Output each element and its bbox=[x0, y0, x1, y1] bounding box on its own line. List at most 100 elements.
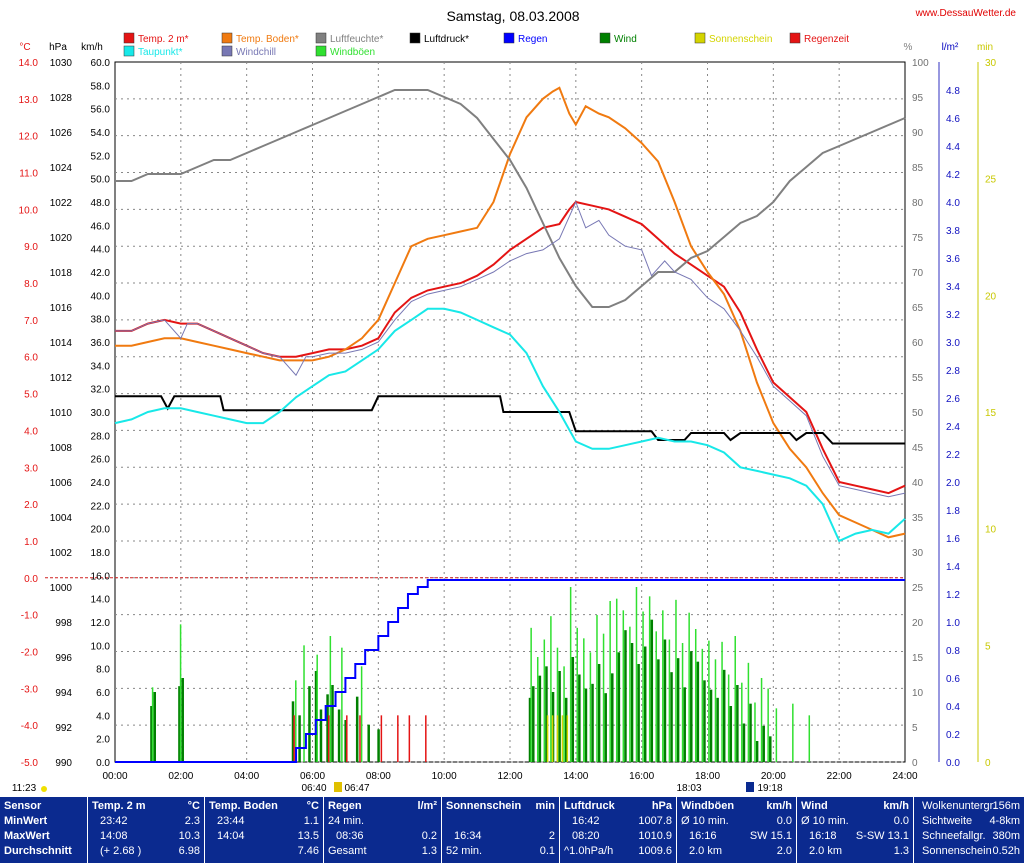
rain-tick: 0.8 bbox=[946, 646, 960, 657]
stats-col-wind: Wind km/h Ø 10 min. 0.0 16:18 S-SW 13.1 2.0… bbox=[797, 797, 914, 863]
bar-windb-en bbox=[536, 657, 539, 762]
bar-wind bbox=[584, 688, 588, 762]
stats-unit: km/h bbox=[883, 800, 909, 812]
bar-wind bbox=[597, 664, 601, 762]
bar-windb-en bbox=[662, 610, 664, 762]
stats-cell: 1.1 bbox=[303, 815, 319, 827]
stats-col-tempboden: Temp. Boden °C 23:44 1.1 14:04 13.5 7.46 bbox=[205, 797, 324, 863]
celsius-tick: 10.0 bbox=[19, 205, 39, 216]
bar-regenzeit bbox=[359, 715, 361, 762]
rain-unit: l/m² bbox=[942, 42, 959, 53]
time-tick: 22:00 bbox=[827, 771, 852, 782]
legend-label: Windböen bbox=[330, 47, 375, 58]
bar-windb-en bbox=[179, 624, 182, 762]
bar-sonnenschein bbox=[561, 715, 564, 762]
stats-cell: 156m bbox=[992, 800, 1020, 812]
hpa-tick: 1022 bbox=[50, 198, 73, 209]
bar-wind bbox=[578, 674, 581, 762]
percent-tick: 70 bbox=[912, 268, 924, 279]
percent-tick: 55 bbox=[912, 373, 924, 384]
bar-windb-en bbox=[721, 641, 723, 762]
time-tick: 12:00 bbox=[497, 771, 522, 782]
bar-wind bbox=[326, 694, 329, 762]
bar-windb-en bbox=[341, 647, 343, 762]
hpa-tick: 1012 bbox=[50, 373, 73, 384]
kmh-tick: 12.0 bbox=[91, 618, 111, 629]
hpa-tick: 1020 bbox=[50, 233, 73, 244]
stats-cell: 6.98 bbox=[178, 845, 200, 857]
rain-tick: 1.8 bbox=[946, 506, 960, 517]
stats-cell: 23:44 bbox=[217, 815, 245, 827]
bar-wind bbox=[298, 715, 301, 762]
stats-cell: 23:42 bbox=[100, 815, 128, 827]
percent-tick: 50 bbox=[912, 408, 924, 419]
celsius-tick: 4.0 bbox=[24, 426, 38, 437]
rain-tick: 2.2 bbox=[946, 450, 960, 461]
kmh-tick: 26.0 bbox=[91, 455, 111, 466]
stats-cell: 24 min. bbox=[328, 815, 365, 827]
website-link[interactable]: www.DessauWetter.de bbox=[915, 8, 1017, 19]
bar-windb-en bbox=[775, 708, 778, 762]
legend-swatch bbox=[599, 32, 611, 44]
stats-cell: 0.0 bbox=[776, 815, 792, 827]
time-tick: 08:00 bbox=[366, 771, 391, 782]
stats-row-label: MaxWert bbox=[4, 830, 50, 842]
stats-cell: 0.0 bbox=[893, 815, 909, 827]
bar-regenzeit bbox=[408, 715, 411, 762]
stats-cell: Ø 10 min. bbox=[801, 815, 849, 827]
bar-windb-en bbox=[635, 587, 638, 762]
sunrise-icon bbox=[334, 782, 342, 792]
stats-cell: Schneefallgr. bbox=[922, 830, 986, 842]
kmh-tick: 54.0 bbox=[91, 128, 111, 139]
time-tick: 04:00 bbox=[234, 771, 259, 782]
kmh-tick: 30.0 bbox=[91, 408, 111, 419]
bar-wind bbox=[643, 646, 647, 762]
bar-windb-en bbox=[629, 626, 631, 762]
percent-tick: 90 bbox=[912, 128, 924, 139]
sunset-time-2: 19:18 bbox=[757, 783, 782, 794]
hpa-tick: 1000 bbox=[50, 583, 73, 594]
stats-cell: 14:08 bbox=[100, 830, 128, 842]
rain-tick: 0.0 bbox=[946, 758, 960, 769]
stats-cell: 0.52h bbox=[992, 845, 1020, 857]
stats-header: Luftdruck bbox=[564, 800, 615, 812]
bar-windb-en bbox=[767, 688, 769, 762]
bar-regenzeit bbox=[293, 715, 295, 762]
bar-windb-en bbox=[329, 636, 332, 762]
celsius-unit: °C bbox=[19, 42, 30, 53]
bar-sonnenschein bbox=[546, 715, 549, 762]
bar-regenzeit bbox=[397, 715, 399, 762]
kmh-tick: 16.0 bbox=[91, 571, 111, 582]
bar-wind bbox=[377, 729, 380, 762]
bar-wind bbox=[670, 672, 673, 762]
bar-windb-en bbox=[615, 598, 618, 762]
hpa-tick: 990 bbox=[55, 758, 72, 769]
stats-cell: (+ 2.68 ) bbox=[100, 845, 142, 857]
line-windchill bbox=[115, 200, 906, 498]
time-tick: 20:00 bbox=[761, 771, 786, 782]
stats-cell: 1009.6 bbox=[638, 845, 672, 857]
rain-tick: 3.0 bbox=[946, 338, 960, 349]
bar-wind bbox=[676, 658, 680, 762]
bar-wind bbox=[630, 643, 634, 762]
line-temp-2-m- bbox=[115, 200, 906, 495]
bar-windb-en bbox=[760, 678, 763, 762]
kmh-tick: 34.0 bbox=[91, 361, 111, 372]
legend-label: Luftdruck* bbox=[424, 34, 469, 45]
percent-tick: 85 bbox=[912, 163, 924, 174]
moon-time: 11:23 bbox=[12, 783, 37, 794]
stats-cell: 16:34 bbox=[454, 830, 482, 842]
sunset-time: 18:03 bbox=[676, 783, 701, 794]
bar-windb-en bbox=[714, 659, 717, 762]
bar-sonnenschein bbox=[566, 715, 569, 762]
percent-tick: 5 bbox=[912, 723, 918, 734]
bar-wind bbox=[624, 630, 627, 762]
rain-tick: 3.6 bbox=[946, 254, 960, 265]
bar-windb-en bbox=[675, 599, 677, 762]
legend-swatch bbox=[123, 32, 135, 44]
rain-tick: 2.4 bbox=[946, 422, 960, 433]
hpa-tick: 996 bbox=[55, 653, 72, 664]
percent-tick: 100 bbox=[912, 58, 929, 69]
stats-cell: 52 min. bbox=[446, 845, 483, 857]
